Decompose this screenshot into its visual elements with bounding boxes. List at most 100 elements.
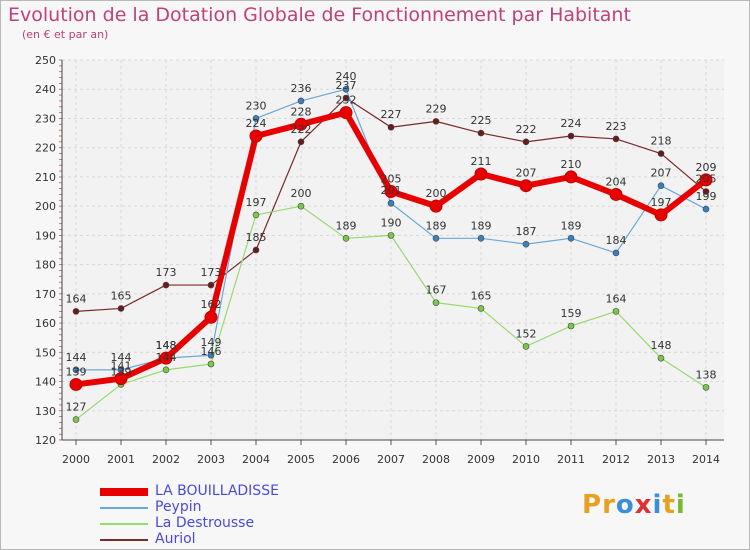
data-label-la-destrousse: 190 [381,216,402,229]
data-label-auriol: 164 [66,292,87,305]
data-point-la-bouilladisse [159,351,173,365]
data-label-auriol: 223 [606,120,627,133]
data-point-auriol [567,132,575,140]
data-point-la-bouilladisse [474,167,488,181]
data-label-la-destrousse: 127 [66,401,87,414]
x-tick-label: 2007 [377,453,405,466]
data-label-la-bouilladisse: 141 [111,360,132,373]
data-point-la-destrousse [657,354,665,362]
data-label-auriol: 222 [291,123,312,136]
logo-letter: t [662,490,676,520]
legend-item: La Destrousse [100,515,320,532]
data-point-la-destrousse [207,360,215,368]
legend-item: Auriol [100,531,320,548]
data-point-la-bouilladisse [114,372,128,386]
data-label-peypin: 240 [336,70,357,83]
data-point-auriol [342,94,350,102]
x-tick-label: 2001 [107,453,135,466]
data-label-la-destrousse: 165 [471,289,492,302]
y-tick-label: 210 [35,171,56,184]
data-label-peypin: 184 [606,234,627,247]
data-point-peypin [72,366,80,374]
data-label-auriol: 229 [426,102,447,115]
data-label-la-bouilladisse: 224 [246,117,267,130]
legend-label: Peypin [155,499,202,515]
legend-label: La Destrousse [155,515,255,531]
data-label-la-destrousse: 146 [201,345,222,358]
x-tick-label: 2013 [647,453,675,466]
legend-swatch [100,539,148,541]
data-point-la-destrousse [162,366,170,374]
data-label-auriol: 225 [471,114,492,127]
data-point-peypin [432,235,440,242]
data-point-peypin [657,182,665,189]
data-point-la-destrousse [567,322,575,330]
proxiti-logo: Proxiti [582,490,686,520]
legend-item: Peypin [100,499,320,516]
data-point-peypin [342,85,350,93]
data-label-peypin: 189 [471,219,492,232]
x-tick-label: 2014 [692,453,720,466]
data-label-auriol: 185 [246,231,267,244]
data-point-peypin [567,235,575,242]
data-label-la-destrousse: 138 [696,368,717,381]
y-tick-label: 220 [35,142,56,155]
y-tick-label: 160 [35,317,56,330]
x-tick-label: 2010 [512,453,540,466]
data-point-peypin [477,235,485,242]
data-label-la-bouilladisse: 207 [516,167,537,180]
y-tick-label: 230 [35,112,56,125]
data-label-la-bouilladisse: 211 [471,155,492,168]
data-point-auriol [162,281,170,289]
y-tick-label: 180 [35,259,56,272]
data-point-la-bouilladisse [69,377,83,391]
x-tick-label: 2009 [467,453,495,466]
data-label-la-destrousse: 144 [156,351,177,364]
data-label-la-bouilladisse: 148 [156,339,177,352]
data-label-la-destrousse: 200 [291,187,312,200]
x-tick-label: 2004 [242,453,270,466]
data-point-la-destrousse [387,232,395,239]
data-label-auriol: 224 [561,117,582,130]
data-point-la-bouilladisse [249,129,263,143]
x-tick-label: 2002 [152,453,180,466]
legend-swatch [100,488,148,496]
data-label-la-bouilladisse: 162 [201,298,222,311]
data-label-la-bouilladisse: 139 [66,365,87,378]
data-label-la-bouilladisse: 228 [291,105,312,118]
y-tick-label: 130 [35,405,56,418]
data-label-la-destrousse: 148 [651,339,672,352]
data-label-la-destrousse: 152 [516,327,537,340]
data-label-auriol: 205 [696,173,717,186]
data-label-la-bouilladisse: 210 [561,158,582,171]
data-point-la-bouilladisse [384,185,398,199]
data-point-la-destrousse [522,343,530,350]
data-label-la-bouilladisse: 209 [696,161,717,174]
logo-letter: x [634,490,653,520]
data-label-auriol: 173 [156,266,177,279]
data-point-la-destrousse [72,416,80,423]
data-label-peypin: 144 [66,351,87,364]
data-point-peypin [207,351,215,359]
data-point-peypin [252,115,260,122]
data-point-la-destrousse [477,305,485,312]
data-point-la-destrousse [342,235,350,242]
y-tick-label: 150 [35,346,56,359]
data-point-la-destrousse [252,211,260,219]
data-label-peypin: 187 [516,225,537,238]
logo-letter: o [615,490,635,520]
y-tick-label: 250 [35,54,56,67]
data-point-peypin [612,249,620,257]
legend-swatch [100,523,148,525]
data-label-auriol: 165 [111,289,132,302]
data-point-auriol [522,138,530,146]
data-label-la-destrousse: 189 [336,219,357,232]
x-tick-label: 2006 [332,453,360,466]
x-tick-label: 2005 [287,453,315,466]
data-label-auriol: 222 [516,123,537,136]
data-label-la-bouilladisse: 232 [336,94,357,107]
data-point-auriol [387,123,395,131]
data-label-la-destrousse: 167 [426,284,447,297]
data-label-peypin: 144 [111,351,132,364]
plot-area [62,60,724,440]
